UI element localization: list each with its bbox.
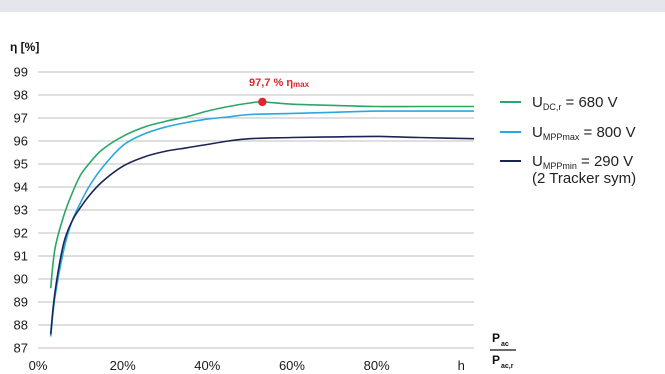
x-tick-label: 40% bbox=[194, 358, 220, 373]
max-annotation-sub: max bbox=[293, 80, 310, 89]
x-axis-denominator-main: P bbox=[492, 353, 500, 367]
series-lines bbox=[49, 101, 475, 337]
max-annotation: 97,7 % ηmax bbox=[249, 77, 310, 107]
y-tick-label: 92 bbox=[14, 226, 28, 241]
y-tick-label: 94 bbox=[14, 180, 28, 195]
y-tick-label: 89 bbox=[14, 295, 28, 310]
legend-label: UMPPmax = 800 V bbox=[532, 124, 636, 142]
series-line-mppmin bbox=[49, 135, 475, 335]
x-tick-label: 20% bbox=[110, 358, 136, 373]
x-axis-numerator: Pac bbox=[492, 331, 509, 348]
y-tick-label: 98 bbox=[14, 88, 28, 103]
y-tick-label: 91 bbox=[14, 249, 28, 264]
gridlines bbox=[38, 71, 474, 349]
series-line-mppmax bbox=[49, 110, 474, 337]
x-axis-numerator-main: P bbox=[492, 331, 500, 345]
legend-label: UDC,r = 680 V bbox=[532, 94, 618, 112]
x-axis-numerator-sub: ac bbox=[501, 341, 509, 348]
x-axis-label: Pac Pac,r bbox=[490, 331, 516, 370]
legend-label-value: = 290 V bbox=[577, 153, 633, 170]
x-tick-label: 80% bbox=[364, 358, 390, 373]
y-tick-label: 95 bbox=[14, 157, 28, 172]
y-axis-label: η [%] bbox=[10, 40, 39, 54]
max-annotation-symbol: η bbox=[286, 77, 293, 89]
max-point-marker bbox=[258, 97, 267, 107]
x-axis-denominator: Pac,r bbox=[492, 353, 514, 370]
y-tick-label: 90 bbox=[14, 272, 28, 287]
x-tick-label: 60% bbox=[279, 358, 305, 373]
x-tick-label: h bbox=[458, 358, 465, 373]
top-bar bbox=[0, 0, 665, 12]
series-line-dc-r bbox=[49, 101, 474, 289]
legend-label-sub: MPPmin bbox=[543, 161, 577, 171]
legend-label-value: = 800 V bbox=[579, 124, 635, 141]
x-axis-denominator-sub: ac,r bbox=[501, 363, 514, 370]
y-tick-labels: 87 88 89 90 91 92 93 94 95 96 97 98 99 bbox=[14, 65, 28, 356]
legend-label-sub: MPPmax bbox=[543, 132, 580, 142]
x-tick-labels: 0% 20% 40% 60% 80% h bbox=[29, 358, 465, 373]
x-tick-label: 0% bbox=[29, 358, 48, 373]
legend-label-main: U bbox=[532, 124, 543, 141]
y-tick-label: 99 bbox=[14, 65, 28, 80]
y-tick-label: 88 bbox=[14, 318, 28, 333]
max-annotation-label: 97,7 % ηmax bbox=[249, 77, 310, 89]
legend-note: (2 Tracker sym) bbox=[532, 170, 636, 187]
legend-label-sub: DC,r bbox=[543, 102, 562, 112]
legend-label-main: U bbox=[532, 94, 543, 111]
max-annotation-value: 97,7 % bbox=[249, 77, 286, 89]
y-tick-label: 96 bbox=[14, 134, 28, 149]
legend-label-value: = 680 V bbox=[561, 94, 617, 111]
legend-label: UMPPmin = 290 V bbox=[532, 153, 633, 171]
y-tick-label: 97 bbox=[14, 111, 28, 126]
legend-label-main: U bbox=[532, 153, 543, 170]
y-tick-label: 93 bbox=[14, 203, 28, 218]
y-tick-label: 87 bbox=[14, 341, 28, 356]
